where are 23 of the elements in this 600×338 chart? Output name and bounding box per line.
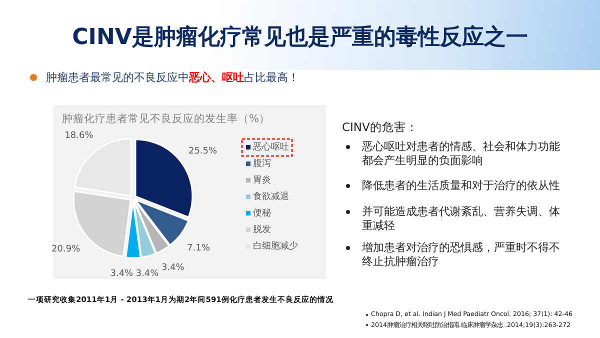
text: 肿瘤患者最常见的不良反应中恶心、呕吐占比最高！: [46, 70, 299, 85]
data-label: 18.6%: [64, 131, 94, 142]
data-label: 3.4%: [110, 269, 134, 280]
data-label: 3.4%: [161, 263, 185, 274]
text: 增加患者对治疗的恐惧感，严重时不得不终止抗肿瘤治疗: [362, 241, 561, 269]
data-label: 7.1%: [187, 243, 210, 254]
text: CINV的危害：: [342, 120, 418, 135]
data-label: 20.9%: [52, 244, 81, 255]
chart-title: CINV是肿瘤化疗常见也是严重的毒性反应之一: [71, 24, 529, 52]
text: 恶心呕吐对患者的情感、社会和体力功能都会产生明显的负面影响: [362, 140, 561, 168]
legend-label: 白细胞减少: [253, 240, 298, 252]
legend-label: 腹泻: [253, 158, 271, 169]
chart-subtitle: 肿瘤化疗患者常见不良反应的发生率（%）: [62, 112, 270, 125]
legend-label: 便秘: [253, 208, 271, 218]
legend-label: 恶心呕吐: [252, 142, 289, 152]
data-label: 3.4%: [136, 268, 160, 279]
text: 并可能造成患者代谢紊乱、营养失调、体重减轻: [362, 205, 561, 233]
data-label: 25.5%: [188, 146, 218, 157]
legend-label: 胃炎: [253, 174, 271, 186]
pie-slice: [74, 138, 132, 196]
text: 降低患者的生活质量和对于治疗的依从性: [362, 179, 561, 193]
legend-label: 食欲减退: [253, 191, 289, 202]
legend-label: 脱发: [253, 224, 271, 235]
